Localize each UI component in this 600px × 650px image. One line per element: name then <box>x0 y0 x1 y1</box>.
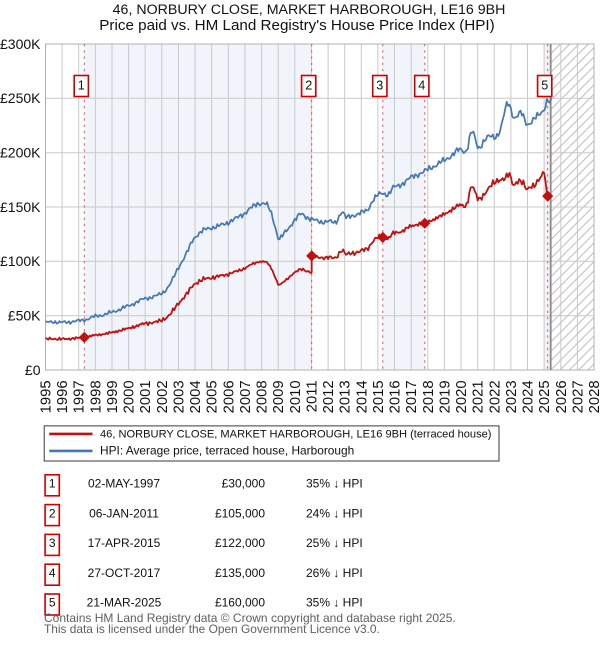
svg-text:Price paid vs. HM Land Registr: Price paid vs. HM Land Registry's House … <box>99 17 494 34</box>
svg-text:3: 3 <box>376 79 383 93</box>
svg-text:2008: 2008 <box>255 380 271 413</box>
svg-text:46, NORBURY CLOSE, MARKET HARB: 46, NORBURY CLOSE, MARKET HARBOROUGH, LE… <box>100 429 492 441</box>
svg-text:2001: 2001 <box>138 380 154 413</box>
svg-text:4: 4 <box>418 79 425 93</box>
svg-text:2003: 2003 <box>172 380 188 413</box>
svg-text:2016: 2016 <box>388 380 404 413</box>
svg-text:2: 2 <box>49 506 56 520</box>
svg-text:£0: £0 <box>25 362 41 378</box>
svg-text:2020: 2020 <box>454 380 470 413</box>
svg-text:£135,000: £135,000 <box>215 566 265 580</box>
svg-text:2024: 2024 <box>521 380 537 413</box>
svg-text:02-MAY-1997: 02-MAY-1997 <box>88 477 160 491</box>
svg-text:£300K: £300K <box>0 36 41 52</box>
svg-text:1996: 1996 <box>55 380 71 413</box>
svg-text:2006: 2006 <box>221 380 237 413</box>
svg-text:2014: 2014 <box>354 380 370 413</box>
svg-text:1999: 1999 <box>105 380 121 413</box>
svg-text:£50K: £50K <box>8 308 41 324</box>
svg-text:Contains HM Land Registry data: Contains HM Land Registry data © Crown c… <box>44 611 456 625</box>
svg-text:2013: 2013 <box>338 380 354 413</box>
svg-text:2027: 2027 <box>570 380 586 413</box>
svg-text:1: 1 <box>78 79 85 93</box>
svg-text:1: 1 <box>49 477 56 491</box>
svg-text:3: 3 <box>49 536 56 550</box>
svg-text:£200K: £200K <box>0 145 41 161</box>
svg-text:2028: 2028 <box>587 380 600 413</box>
svg-text:4: 4 <box>49 566 56 580</box>
svg-text:2002: 2002 <box>155 380 171 413</box>
svg-text:27-OCT-2017: 27-OCT-2017 <box>88 566 161 580</box>
svg-text:21-MAR-2025: 21-MAR-2025 <box>87 596 162 610</box>
svg-text:2025: 2025 <box>537 380 553 413</box>
svg-text:£105,000: £105,000 <box>215 506 265 520</box>
svg-text:2015: 2015 <box>371 380 387 413</box>
svg-text:06-JAN-2011: 06-JAN-2011 <box>89 506 159 520</box>
svg-text:2026: 2026 <box>554 380 570 413</box>
svg-text:£122,000: £122,000 <box>215 536 265 550</box>
svg-text:2009: 2009 <box>271 380 287 413</box>
svg-text:2019: 2019 <box>437 380 453 413</box>
svg-text:17-APR-2015: 17-APR-2015 <box>88 536 161 550</box>
svg-text:25% ↓ HPI: 25% ↓ HPI <box>306 536 363 550</box>
svg-text:2021: 2021 <box>471 380 487 413</box>
svg-text:46, NORBURY CLOSE, MARKET HARB: 46, NORBURY CLOSE, MARKET HARBOROUGH, LE… <box>113 2 506 18</box>
svg-text:2023: 2023 <box>504 380 520 413</box>
svg-text:£160,000: £160,000 <box>215 596 265 610</box>
svg-text:5: 5 <box>49 596 56 610</box>
svg-text:£250K: £250K <box>0 90 41 106</box>
svg-text:2010: 2010 <box>288 380 304 413</box>
svg-text:24% ↓ HPI: 24% ↓ HPI <box>306 506 363 520</box>
svg-text:2017: 2017 <box>404 380 420 413</box>
svg-text:2018: 2018 <box>421 380 437 413</box>
svg-text:2011: 2011 <box>304 380 320 412</box>
svg-text:£30,000: £30,000 <box>222 477 266 491</box>
svg-text:26% ↓ HPI: 26% ↓ HPI <box>306 566 363 580</box>
svg-text:35% ↓ HPI: 35% ↓ HPI <box>306 477 363 491</box>
svg-text:2007: 2007 <box>238 380 254 413</box>
svg-text:2004: 2004 <box>188 380 204 413</box>
svg-text:2022: 2022 <box>487 380 503 413</box>
svg-text:1997: 1997 <box>72 380 88 413</box>
svg-text:2005: 2005 <box>205 380 221 413</box>
svg-text:5: 5 <box>541 79 548 93</box>
svg-text:35% ↓ HPI: 35% ↓ HPI <box>306 596 363 610</box>
svg-text:£150K: £150K <box>0 199 41 215</box>
svg-text:1995: 1995 <box>39 380 55 413</box>
svg-text:1998: 1998 <box>88 380 104 413</box>
svg-text:£100K: £100K <box>0 253 41 269</box>
svg-text:2012: 2012 <box>321 380 337 413</box>
svg-text:2000: 2000 <box>122 380 138 413</box>
svg-text:HPI: Average price, terraced h: HPI: Average price, terraced house, Harb… <box>100 444 354 458</box>
svg-text:2: 2 <box>305 79 312 93</box>
svg-text:This data is licensed under th: This data is licensed under the Open Gov… <box>44 622 380 636</box>
